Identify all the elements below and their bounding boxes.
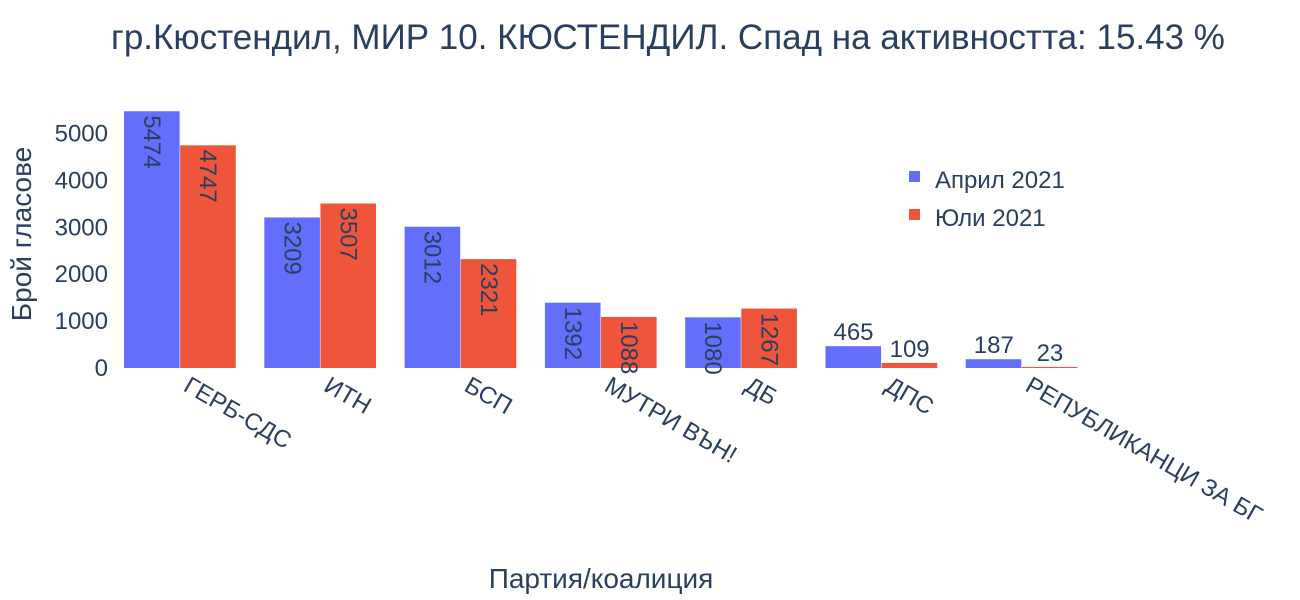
bar-value-label: 3507 [334, 207, 361, 260]
bar-value-label: 1267 [755, 313, 782, 366]
bar-value-label: 465 [833, 319, 873, 346]
y-tick-label: 2000 [55, 261, 108, 288]
y-tick-label: 4000 [55, 167, 108, 194]
x-tick-label: РЕПУБЛИКАНЦИ ЗА БГ [1021, 372, 1267, 529]
y-tick-label: 3000 [55, 214, 108, 241]
bar-value-label: 5474 [138, 115, 165, 168]
chart-title: гр.Кюстендил, МИР 10. КЮСТЕНДИЛ. Спад на… [111, 18, 1225, 57]
x-axis-title: Партия/коалиция [489, 563, 714, 594]
bar-value-label: 3209 [278, 221, 305, 274]
bar [685, 317, 741, 368]
x-tick-label: МУТРИ ВЪН! [600, 372, 741, 469]
bar-value-label: 3012 [419, 231, 446, 284]
x-tick-label: ИТН [319, 372, 375, 420]
bar [601, 316, 657, 368]
bar [544, 302, 601, 368]
y-axis-title: Брой гласове [6, 147, 37, 321]
x-tick-label: ДПС [881, 372, 939, 421]
legend-swatch [909, 209, 920, 220]
bar [264, 217, 320, 368]
legend-swatch [909, 171, 920, 182]
y-tick-label: 5000 [55, 120, 108, 147]
bar [320, 203, 377, 368]
bar-value-label: 4747 [194, 149, 221, 202]
legend-label: Юли 2021 [935, 205, 1046, 232]
bar-value-label: 1088 [615, 321, 642, 374]
bar [124, 111, 180, 368]
bar [965, 359, 1022, 368]
bar [741, 308, 797, 368]
x-axis: ГЕРБ-СДС ИТН БСП МУТРИ ВЪН! ДБ ДПС РЕПУБЛИКАНЦ… [179, 372, 1266, 529]
y-tick-label: 1000 [55, 308, 108, 335]
bar-value-label: 1080 [699, 321, 726, 374]
bar [404, 226, 461, 368]
bar-value-label: 187 [974, 332, 1014, 359]
bar-value-label: 23 [1037, 340, 1064, 367]
x-tick-label: БСП [460, 372, 517, 420]
bar-value-label: 2321 [475, 263, 502, 316]
bar [180, 145, 236, 368]
bar-value-label: 1392 [559, 307, 586, 360]
bar-value-label: 109 [890, 336, 930, 363]
legend-label: Април 2021 [935, 167, 1065, 194]
bar [460, 259, 517, 368]
y-tick-label: 0 [95, 355, 108, 382]
bar [1021, 366, 1078, 368]
bar [881, 362, 938, 368]
x-tick-label: ДБ [740, 372, 781, 411]
legend: Април 2021 Юли 2021 [909, 167, 1065, 232]
x-tick-label: ГЕРБ-СДС [179, 372, 296, 455]
bar [825, 346, 882, 368]
y-axis: 0 1000 2000 3000 4000 5000 [55, 120, 108, 382]
bars: 5474 4747 3209 3507 3012 2321 1392 1088 1080 1267… [124, 111, 1078, 375]
